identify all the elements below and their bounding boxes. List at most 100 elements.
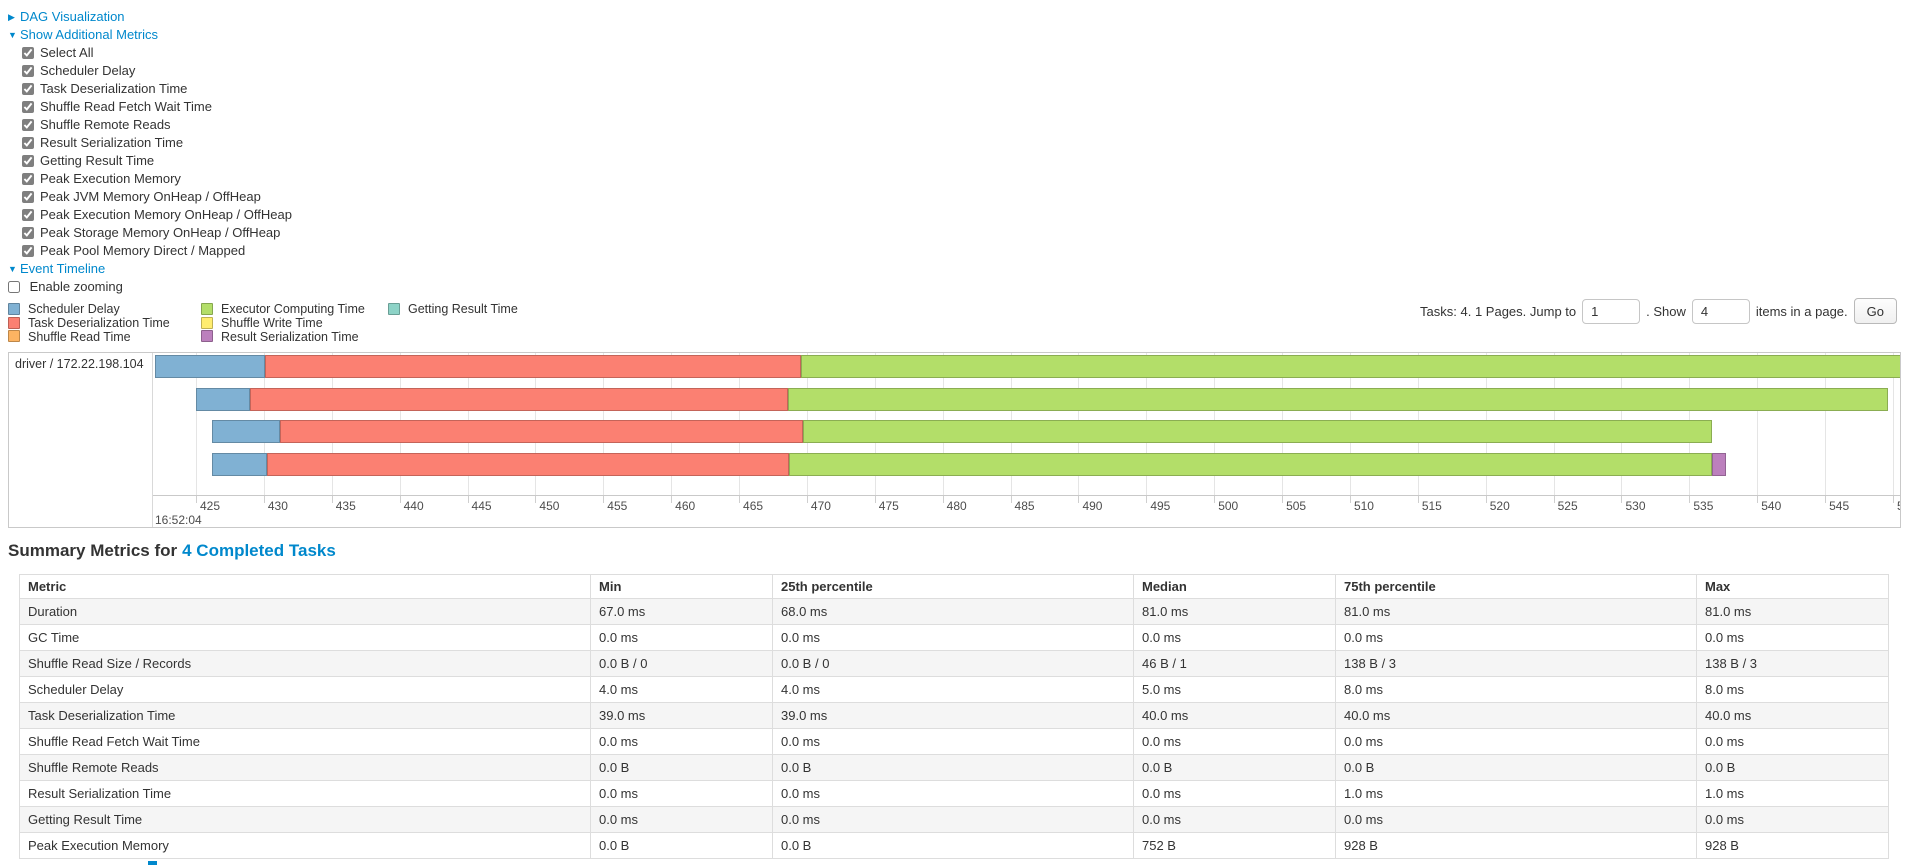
metric-checkbox-shuffle-remote-reads[interactable] [22,119,34,131]
task-bar-segment-executor-computing [789,453,1713,477]
legend-swatch-icon [8,302,20,315]
event-timeline-toggle[interactable]: ▼ Event Timeline [8,260,1907,278]
metric-checkbox-select-all[interactable] [22,47,34,59]
metric-name-cell: Peak Execution Memory [19,832,591,860]
metric-value-cell: 40.0 ms [1133,702,1336,730]
metric-checkbox-getting-result-time[interactable] [22,155,34,167]
axis-tick [1485,496,1487,504]
axis-tick [1893,496,1894,504]
axis-tick-label: 505 [1286,499,1307,514]
summary-column-header: Median [1133,574,1336,600]
legend-item: Result Serialization Time [201,330,388,344]
metric-value-cell: 0.0 ms [1133,806,1336,834]
expanded-arrow-icon: ▼ [8,30,17,40]
metric-value-cell: 0.0 ms [1696,806,1889,834]
legend-item: Shuffle Write Time [201,316,388,330]
show-additional-metrics-link[interactable]: Show Additional Metrics [20,27,159,42]
axis-tick-label: 500 [1218,499,1239,514]
metric-value-cell: 0.0 ms [772,806,1134,834]
event-timeline-link[interactable]: Event Timeline [20,261,106,276]
axis-tick [1349,496,1351,504]
axis-tick-label: 425 [200,499,221,514]
axis-tick-label: 525 [1557,499,1578,514]
axis-tick-label: 440 [403,499,424,514]
task-bar-segment-scheduler-delay [196,388,251,412]
pagination-suffix-text: items in a page. [1755,303,1848,319]
metric-value-cell: 0.0 ms [590,780,773,808]
timeline-gridline [196,353,197,496]
metric-checkbox-peak-execution-memory-onheap-offheap[interactable] [22,209,34,221]
metric-checkbox-label: Peak Execution Memory OnHeap / OffHeap [40,207,292,222]
enable-zooming-checkbox[interactable] [8,281,20,293]
summary-heading-text: Summary Metrics for [8,541,178,561]
metric-checkbox-row: Peak JVM Memory OnHeap / OffHeap [22,188,1907,206]
show-additional-metrics-toggle[interactable]: ▼ Show Additional Metrics [8,26,1907,44]
summary-table-row: Result Serialization Time 0.0 ms 0.0 ms 0.0… [19,780,1889,808]
axis-tick-label: 485 [1014,499,1035,514]
metric-checkbox-label: Getting Result Time [40,153,155,168]
items-per-page-input[interactable] [1691,298,1750,324]
metric-checkbox-peak-storage-memory-onheap-offheap[interactable] [22,227,34,239]
metric-checkbox-row: Scheduler Delay [22,62,1907,80]
metric-value-cell: 0.0 ms [772,624,1134,652]
metric-checkbox-peak-jvm-memory-onheap-offheap[interactable] [22,191,34,203]
legend-item: Getting Result Time [388,302,518,316]
metric-value-cell: 0.0 B [590,832,773,860]
metric-checkbox-label: Shuffle Read Fetch Wait Time [40,99,212,114]
metric-name-cell: Duration [19,598,591,626]
metric-checkbox-task-deserialization-time[interactable] [22,83,34,95]
collapsed-arrow-icon: ▶ [8,12,15,22]
axis-tick [1689,496,1691,504]
summary-table-row: Shuffle Remote Reads 0.0 B 0.0 B 0.0 B 0.0 B… [19,754,1889,782]
task-bar-segment-executor-computing [801,355,1900,379]
metric-name-cell: Scheduler Delay [19,676,591,704]
metric-value-cell: 0.0 ms [590,624,773,652]
metric-checkbox-shuffle-read-fetch-wait-time[interactable] [22,101,34,113]
axis-tick-label: 465 [743,499,764,514]
axis-tick [467,496,469,504]
jump-to-page-input[interactable] [1582,298,1641,324]
metric-value-cell: 67.0 ms [590,598,773,626]
metric-checkbox-row: Peak Execution Memory OnHeap / OffHeap [22,206,1907,224]
metric-value-cell: 0.0 ms [772,780,1134,808]
go-button[interactable]: Go [1853,298,1897,324]
dag-visualization-link[interactable]: DAG Visualization [20,9,125,24]
axis-tick-label: 540 [1761,499,1782,514]
metric-value-cell: 81.0 ms [1696,598,1889,626]
metric-checkbox-row: Peak Storage Memory OnHeap / OffHeap [22,224,1907,242]
metric-checkbox-label: Result Serialization Time [40,135,184,150]
axis-tick [1825,496,1827,504]
metric-checkbox-peak-execution-memory[interactable] [22,173,34,185]
legend-swatch-icon [201,302,213,315]
axis-tick-label: 545 [1829,499,1850,514]
dag-visualization-toggle[interactable]: ▶ DAG Visualization [8,8,1907,26]
metric-value-cell: 39.0 ms [772,702,1134,730]
summary-table-row: Duration 67.0 ms 68.0 ms 81.0 ms 81.0 ms 81.0… [19,598,1889,626]
axis-tick [1214,496,1216,504]
axis-tick-label: 445 [471,499,492,514]
legend-item: Executor Computing Time [201,302,388,316]
axis-tick-label: 450 [539,499,560,514]
axis-tick-label: 480 [946,499,967,514]
metric-checkbox-label: Scheduler Delay [40,63,136,78]
metric-checkbox-label: Peak JVM Memory OnHeap / OffHeap [40,189,261,204]
metric-checkbox-scheduler-delay[interactable] [22,65,34,77]
metric-value-cell: 0.0 B [1696,754,1889,782]
metric-value-cell: 0.0 B / 0 [772,650,1134,678]
metric-value-cell: 0.0 B [772,754,1134,782]
completed-tasks-link[interactable]: 4 Completed Tasks [182,541,336,561]
metric-value-cell: 0.0 B / 0 [590,650,773,678]
metric-checkbox-peak-pool-memory-direct-mapped[interactable] [22,245,34,257]
metric-value-cell: 0.0 ms [1133,728,1336,756]
axis-tick-label: 470 [810,499,831,514]
axis-tick [1146,496,1148,504]
legend-label: Shuffle Write Time [221,315,323,330]
summary-table-header-row: Metric Min 25th percentile Median 75th perce… [19,574,1889,600]
metric-checkbox-result-serialization-time[interactable] [22,137,34,149]
metric-value-cell: 81.0 ms [1133,598,1336,626]
timeline-plot-area [153,353,1900,496]
metric-checkbox-row: Result Serialization Time [22,134,1907,152]
metric-value-cell: 0.0 B [590,754,773,782]
axis-tick [263,496,265,504]
timeline-executor-column: driver / 172.22.198.104 [9,353,153,528]
